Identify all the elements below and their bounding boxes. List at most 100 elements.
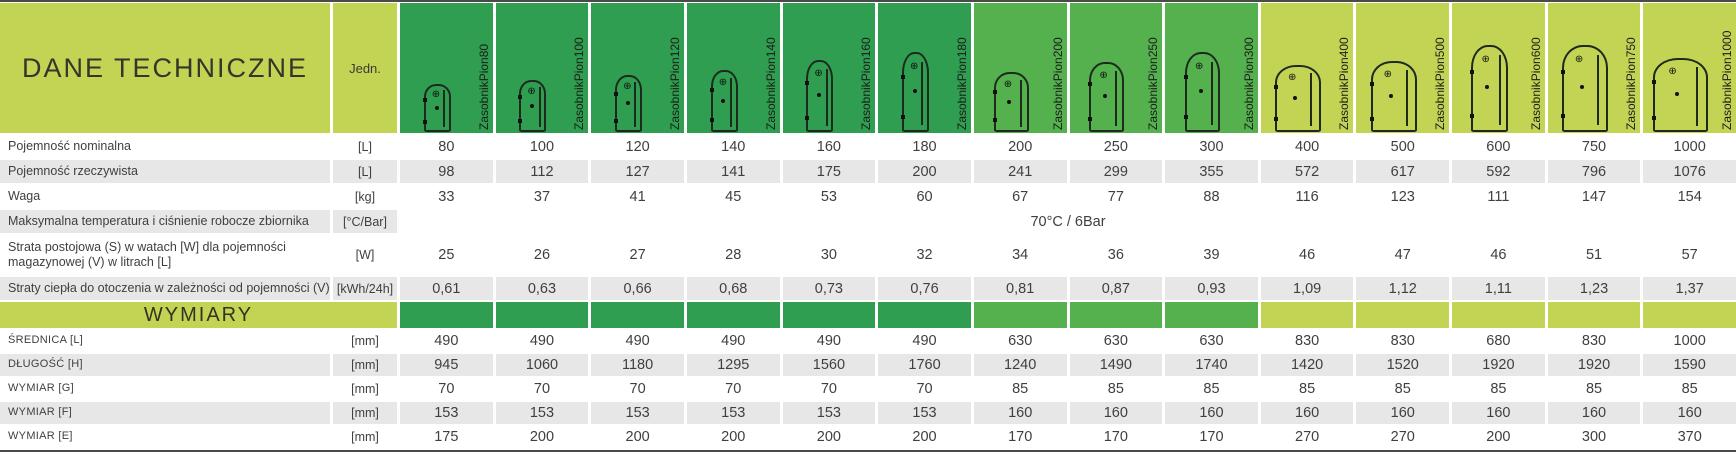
value-cell: 1740: [1165, 354, 1258, 376]
tank-valve-icon: ⊕: [1288, 72, 1297, 84]
column-label: ZasobnikPion140: [763, 37, 778, 130]
value-cell: 140: [721, 138, 746, 155]
value-cell: 85: [1681, 381, 1698, 397]
value-cell: 200: [878, 160, 971, 183]
tank-side-port: [1088, 82, 1093, 87]
value-cell: 490: [721, 333, 746, 349]
section-band-cell: [973, 302, 1067, 328]
value-cell: 46: [1490, 247, 1507, 263]
value-cell: 490: [625, 333, 650, 349]
section-title-wymiary: WYMIARY: [0, 302, 397, 328]
value-cell: 241: [973, 160, 1067, 183]
tank-icon: ⊕: [1369, 61, 1417, 132]
tank-valve-icon: ⊕: [718, 76, 728, 88]
tank-pipe-line: [1406, 69, 1409, 126]
tank-port-dot: [530, 104, 535, 109]
value-cell: 170: [1008, 429, 1033, 445]
tank-pipe-line: [1498, 55, 1501, 126]
row-label: Pojemność nominalna: [8, 139, 131, 153]
value-cell: 490: [529, 333, 555, 349]
column-label: ZasobnikPion120: [667, 37, 682, 130]
value-cell: 33: [438, 188, 455, 205]
value-cell: 53: [820, 188, 837, 205]
column-label: ZasobnikPion100: [572, 37, 587, 130]
value-cell: 85: [1490, 381, 1507, 397]
value-cell: 127: [591, 160, 684, 183]
value-cell: 200: [1486, 429, 1511, 445]
tank-side-port: [709, 117, 714, 122]
value-cell: 680: [1486, 333, 1511, 349]
value-cell: 490: [434, 333, 459, 349]
value-cell: 153: [686, 402, 780, 424]
value-cell: 34: [1012, 247, 1029, 263]
value-cell: 270: [1390, 429, 1415, 445]
value-cell: 153: [591, 402, 684, 424]
tank-icon: ⊕: [901, 52, 930, 132]
table-row: Straty ciepła do otoczenia w zależności …: [0, 277, 1736, 300]
value-cell: 112: [495, 160, 589, 183]
value-cell: 200: [1008, 138, 1033, 155]
section-band-row: WYMIARY: [0, 302, 1736, 328]
value-cell: 1760: [878, 354, 971, 376]
section-band-cell: [782, 302, 876, 328]
tank-side-port: [518, 95, 523, 100]
page-title: DANE TECHNICZNE: [0, 3, 330, 133]
value-cell: 200: [816, 429, 841, 445]
tank-side-port: [1561, 114, 1566, 119]
value-cell: 45: [725, 188, 742, 205]
table-row: Pojemność nominalna [L] 80 100 120 140 160 180 2…: [0, 135, 1736, 158]
section-band-cell: [400, 302, 493, 328]
column-label: ZasobnikPion750: [1624, 37, 1639, 130]
table-row: ŚREDNICA [L] [mm] 490 490 490 490 490 490 630 630…: [0, 330, 1736, 352]
section-band-cell: [1452, 302, 1545, 328]
value-cell: 1060: [495, 354, 589, 376]
value-cell: 175: [782, 160, 876, 183]
tank-port-dot: [912, 88, 917, 93]
column-header: ⊕ ZasobnikPion400: [1260, 3, 1354, 133]
column-header: ⊕ ZasobnikPion300: [1165, 3, 1258, 133]
value-cell: 123: [1390, 188, 1415, 205]
value-cell: 200: [625, 429, 650, 445]
table-row: Waga [kg] 33 37 41 45 53 60 67 77 88 116 123 111 147 15…: [0, 185, 1736, 208]
value-cell: 70: [533, 381, 551, 397]
table-row: Strata postojowa (S) w watach [W] dla po…: [0, 235, 1736, 275]
column-label: ZasobnikPion250: [1146, 37, 1161, 130]
value-cell: 500: [1390, 138, 1415, 155]
row-label: ŚREDNICA [L]: [8, 334, 84, 347]
merged-value-cell: 70°C / 6Bar: [1030, 213, 1106, 230]
value-cell: 160: [1452, 402, 1545, 424]
row-label: WYMIAR [G]: [8, 382, 74, 395]
tank-side-port: [614, 118, 619, 123]
value-cell: 80: [438, 138, 455, 155]
value-cell: 85: [1585, 381, 1603, 397]
value-cell: 630: [1008, 333, 1033, 349]
value-cell: 25: [438, 247, 455, 263]
tank-icon: ⊕: [1652, 58, 1709, 132]
row-label: Maksymalna temperatura i ciśnienie roboc…: [0, 210, 330, 233]
tank-side-port: [1469, 70, 1474, 75]
tank-port-dot: [1103, 94, 1108, 99]
column-header: ⊕ ZasobnikPion750: [1547, 3, 1641, 133]
row-unit: [°C/Bar]: [333, 210, 397, 233]
table-row: WYMIAR [G] [mm] 70 70 70 70 70 70 85 85 85 85 85 85 85…: [0, 378, 1736, 400]
column-header: ⊕ ZasobnikPion140: [686, 3, 780, 133]
value-cell: 100: [529, 138, 555, 155]
value-cell: 160: [1547, 402, 1641, 424]
row-label: WYMIAR [F]: [0, 402, 330, 424]
value-cell: 200: [529, 429, 555, 445]
tank-port-dot: [817, 93, 822, 98]
tank-side-port: [422, 119, 427, 124]
value-cell: 0,63: [495, 277, 589, 300]
tank-icon: ⊕: [709, 70, 738, 132]
section-band-cell: [495, 302, 589, 328]
row-unit: [mm]: [351, 382, 379, 396]
row-label: Strata postojowa (S) w watach [W] dla po…: [8, 240, 286, 269]
value-cell: 160: [1165, 402, 1258, 424]
value-cell: 36: [1107, 247, 1124, 263]
section-band-cell: [1356, 302, 1450, 328]
value-cell: 1,37: [1643, 277, 1736, 300]
tank-icon: ⊕: [518, 80, 547, 132]
tank-side-port: [1369, 116, 1374, 121]
value-cell: 1240: [973, 354, 1067, 376]
column-label: ZasobnikPion1000: [1720, 30, 1734, 130]
